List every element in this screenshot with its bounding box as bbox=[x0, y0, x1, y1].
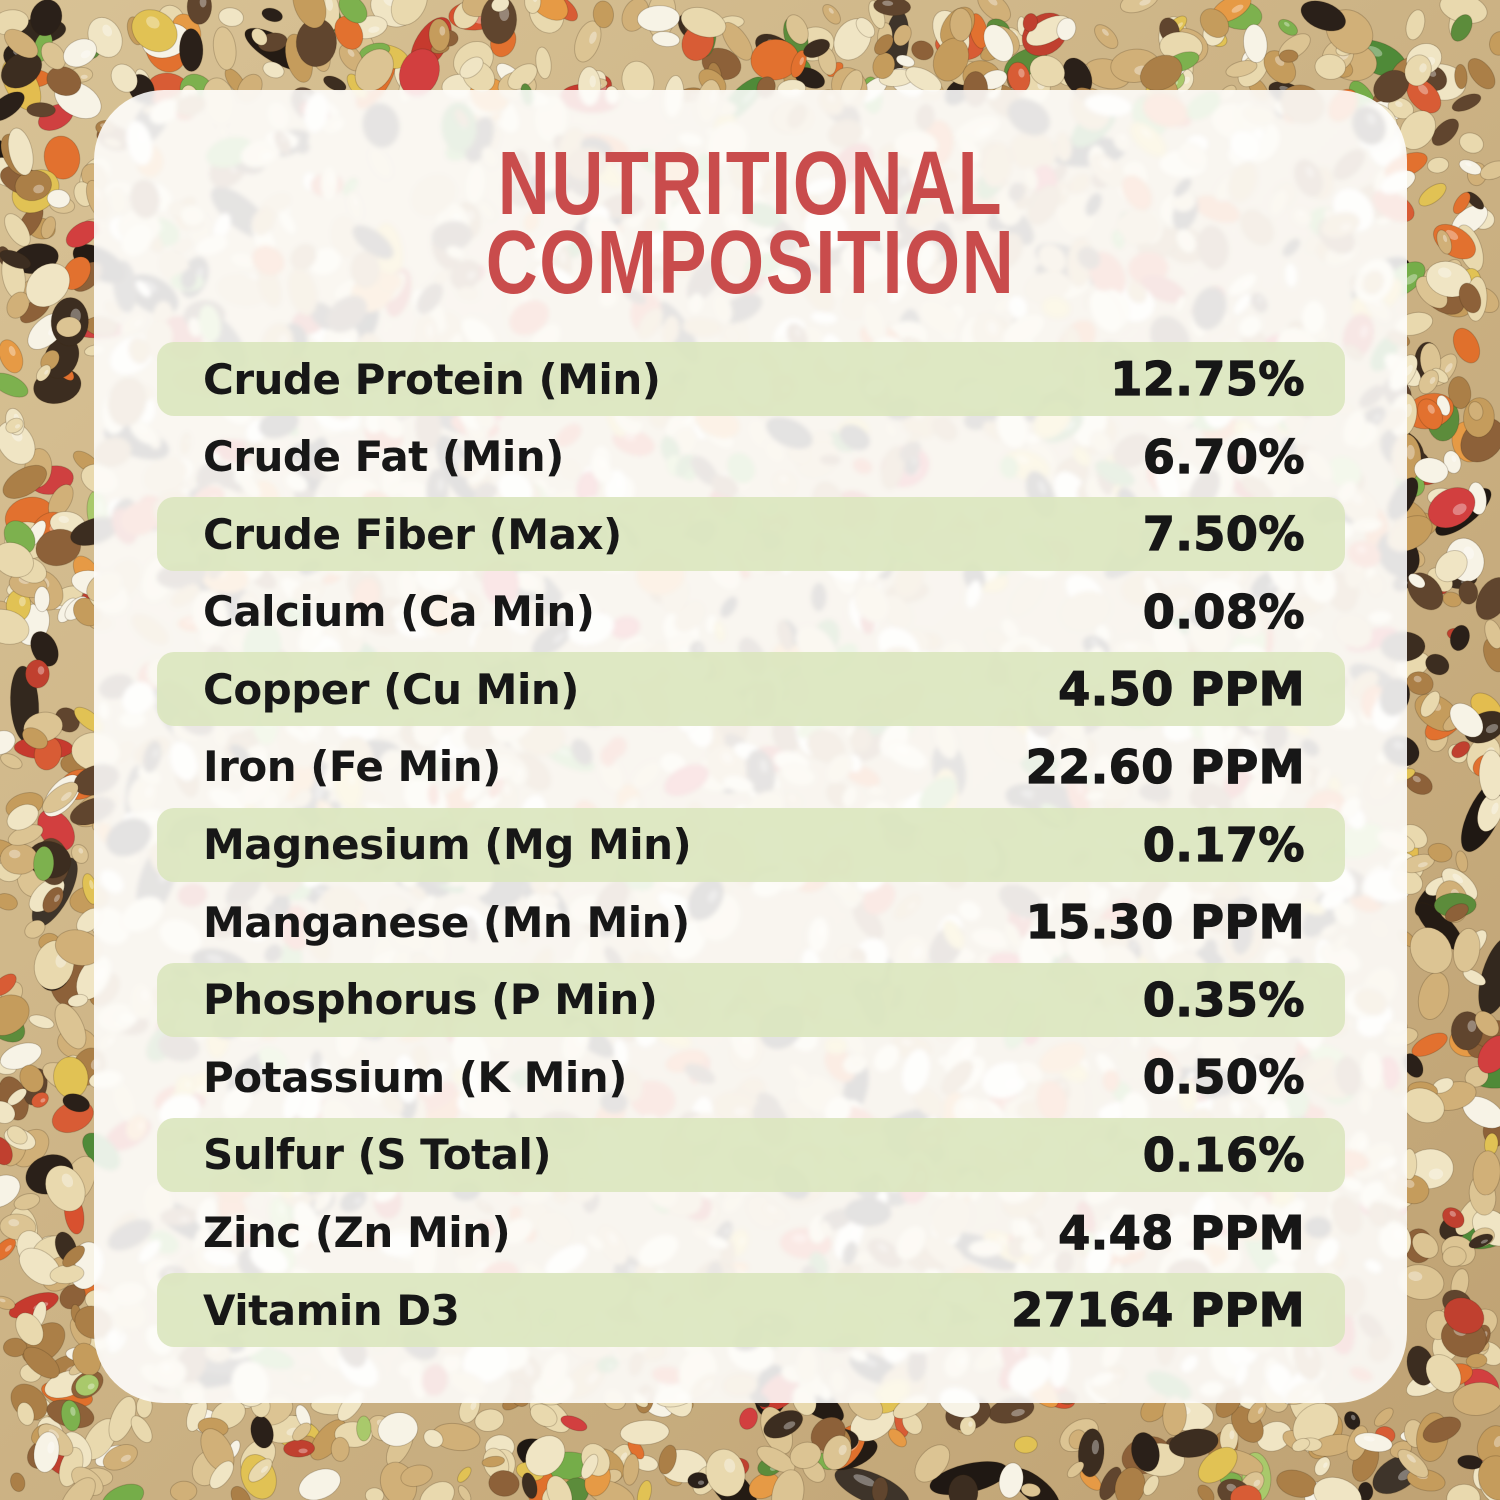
title-line-2: COMPOSITION bbox=[485, 213, 1016, 314]
nutrient-label: Crude Fiber (Max) bbox=[203, 509, 622, 559]
table-row: Crude Fiber (Max) 7.50% bbox=[157, 497, 1345, 572]
table-row: Calcium (Ca Min) 0.08% bbox=[157, 575, 1345, 649]
page-title: NUTRITIONAL COMPOSITION bbox=[225, 139, 1275, 308]
nutrient-label: Crude Fat (Min) bbox=[203, 432, 564, 482]
nutrient-value: 0.08% bbox=[1142, 584, 1305, 639]
nutrient-label: Vitamin D3 bbox=[203, 1285, 460, 1335]
nutrient-label: Crude Protein (Min) bbox=[203, 354, 661, 404]
nutrient-label: Sulfur (S Total) bbox=[203, 1130, 552, 1180]
table-row: Phosphorus (P Min) 0.35% bbox=[157, 962, 1345, 1037]
nutrient-label: Calcium (Ca Min) bbox=[203, 587, 595, 637]
table-row: Zinc (Zn Min) 4.48 PPM bbox=[157, 1196, 1345, 1270]
nutrient-value: 0.17% bbox=[1142, 817, 1305, 872]
table-row: Sulfur (S Total) 0.16% bbox=[157, 1117, 1345, 1192]
nutrition-card: NUTRITIONAL COMPOSITION Crude Protein (Mi… bbox=[94, 90, 1407, 1403]
nutrient-label: Iron (Fe Min) bbox=[203, 742, 501, 792]
nutrient-label: Potassium (K Min) bbox=[203, 1052, 627, 1102]
table-row: Crude Protein (Min) 12.75% bbox=[157, 342, 1345, 416]
nutrient-label: Copper (Cu Min) bbox=[203, 664, 579, 714]
table-row: Iron (Fe Min) 22.60 PPM bbox=[157, 730, 1345, 804]
nutrient-value: 6.70% bbox=[1142, 429, 1305, 484]
nutrient-value: 22.60 PPM bbox=[1025, 739, 1305, 794]
nutrient-value: 0.35% bbox=[1142, 972, 1305, 1027]
nutrient-value: 4.50 PPM bbox=[1058, 662, 1306, 717]
nutrient-value: 12.75% bbox=[1110, 351, 1305, 406]
title-line-1: NUTRITIONAL bbox=[497, 134, 1004, 234]
nutrition-table: Crude Protein (Min) 12.75% Crude Fat (Mi… bbox=[157, 342, 1345, 1351]
table-row: Magnesium (Mg Min) 0.17% bbox=[157, 807, 1345, 882]
nutrient-label: Magnesium (Mg Min) bbox=[203, 820, 692, 870]
nutrient-value: 7.50% bbox=[1142, 507, 1305, 562]
nutrient-value: 0.50% bbox=[1142, 1050, 1305, 1105]
nutrient-value: 4.48 PPM bbox=[1058, 1205, 1306, 1260]
table-row: Copper (Cu Min) 4.50 PPM bbox=[157, 652, 1345, 727]
nutrient-label: Phosphorus (P Min) bbox=[203, 975, 658, 1025]
table-row: Potassium (K Min) 0.50% bbox=[157, 1040, 1345, 1114]
nutrient-label: Zinc (Zn Min) bbox=[203, 1208, 511, 1258]
table-row: Vitamin D3 27164 PPM bbox=[157, 1273, 1345, 1348]
table-row: Manganese (Mn Min) 15.30 PPM bbox=[157, 885, 1345, 959]
nutrient-value: 27164 PPM bbox=[1011, 1282, 1306, 1338]
nutrient-value: 15.30 PPM bbox=[1025, 895, 1305, 950]
nutrient-value: 0.16% bbox=[1142, 1127, 1305, 1182]
table-row: Crude Fat (Min) 6.70% bbox=[157, 420, 1345, 494]
nutrient-label: Manganese (Mn Min) bbox=[203, 897, 690, 947]
